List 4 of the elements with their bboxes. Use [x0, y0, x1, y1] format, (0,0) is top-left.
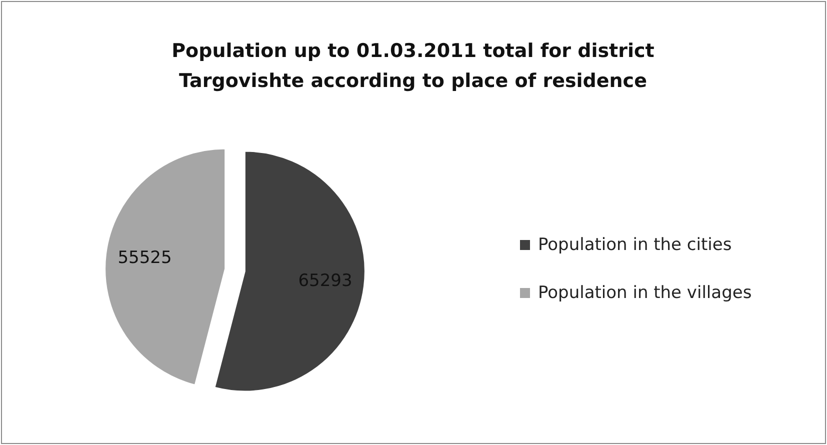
- legend-label: Population in the cities: [538, 234, 732, 255]
- chart-title: Population up to 01.03.2011 total for district Targovishte according to place of residence: [172, 40, 654, 92]
- data-label: 55525: [118, 248, 172, 268]
- legend-label: Population in the villages: [538, 282, 752, 303]
